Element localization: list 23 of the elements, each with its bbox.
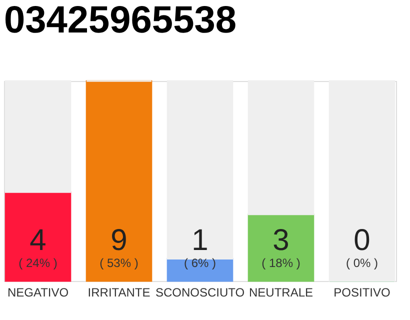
bar — [248, 214, 314, 282]
bar — [248, 80, 314, 216]
chart-title: 03425965538 — [4, 0, 236, 42]
annotation: ( 18% ) — [262, 256, 300, 270]
bar — [86, 80, 152, 282]
bar — [166, 80, 234, 260]
data-label: 9 — [110, 224, 128, 257]
bar — [4, 80, 72, 193]
x-tick-label: POSITIVO — [334, 286, 390, 300]
annotation: ( 53% ) — [100, 256, 138, 270]
x-tick-label: SCONOSCIUTO — [155, 286, 245, 300]
x-tick-label: IRRITANTE — [88, 286, 150, 300]
data-label: 3 — [272, 224, 290, 257]
data-label: 4 — [30, 224, 46, 257]
annotation: ( 0% ) — [346, 256, 378, 270]
data-label: 0 — [354, 224, 370, 257]
annotation: ( 6% ) — [184, 256, 216, 270]
bar — [4, 191, 72, 282]
bar — [328, 80, 396, 282]
x-tick-label: NEGATIVO — [7, 286, 69, 300]
x-tick-label: NEUTRALE — [248, 286, 313, 300]
annotation: ( 24% ) — [18, 256, 58, 270]
data-label: 1 — [192, 224, 208, 257]
